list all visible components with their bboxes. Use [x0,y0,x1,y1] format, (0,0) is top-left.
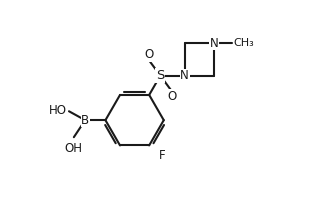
Text: O: O [144,49,154,61]
Text: N: N [209,37,218,50]
Text: B: B [81,114,89,127]
Text: CH₃: CH₃ [233,38,254,48]
Text: HO: HO [49,104,67,117]
Text: O: O [167,90,176,103]
Text: S: S [156,69,165,82]
Text: OH: OH [65,142,83,155]
Text: F: F [159,149,166,162]
Text: N: N [180,69,189,82]
